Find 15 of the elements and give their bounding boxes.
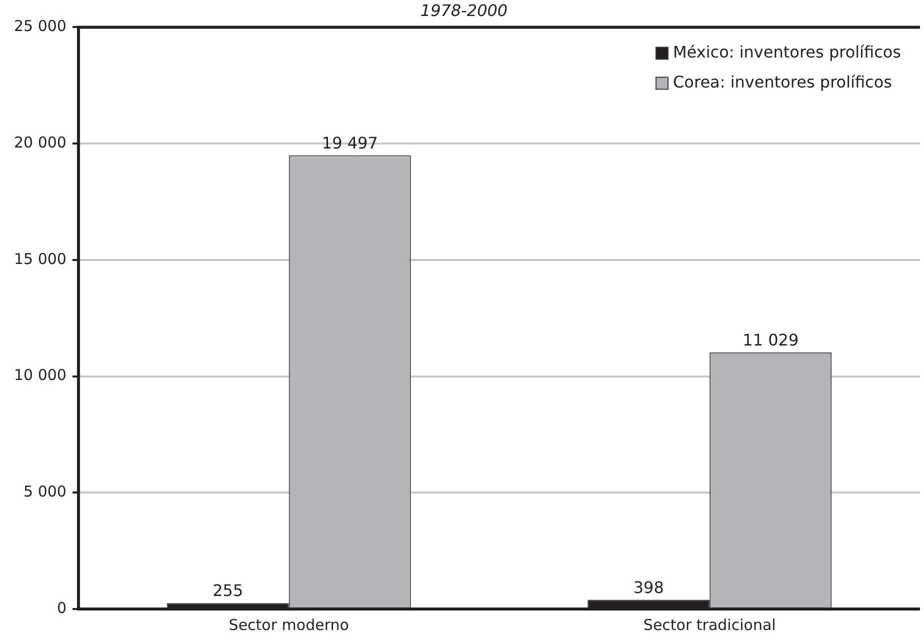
- y-tick-label: 20 000: [14, 133, 66, 152]
- chart-title: 1978-2000: [420, 0, 508, 20]
- y-tick-label: 25 000: [14, 17, 66, 36]
- data-label: 255: [212, 581, 244, 600]
- legend-label: México: inventores prolíficos: [673, 42, 901, 62]
- data-label: 11 029: [742, 330, 799, 350]
- data-label: 398: [633, 578, 664, 597]
- y-tick-label: 5 000: [24, 482, 66, 501]
- y-tick-label: 15 000: [14, 250, 66, 268]
- x-tick-label: Sector moderno: [228, 616, 349, 634]
- y-tick-label: 10 000: [14, 366, 66, 384]
- x-tick-label: Sector tradicional: [643, 616, 776, 634]
- data-label: 19 497: [322, 133, 378, 152]
- legend-label: Corea: inventores prolíficos: [673, 72, 892, 92]
- y-tick-label: 0: [56, 598, 66, 617]
